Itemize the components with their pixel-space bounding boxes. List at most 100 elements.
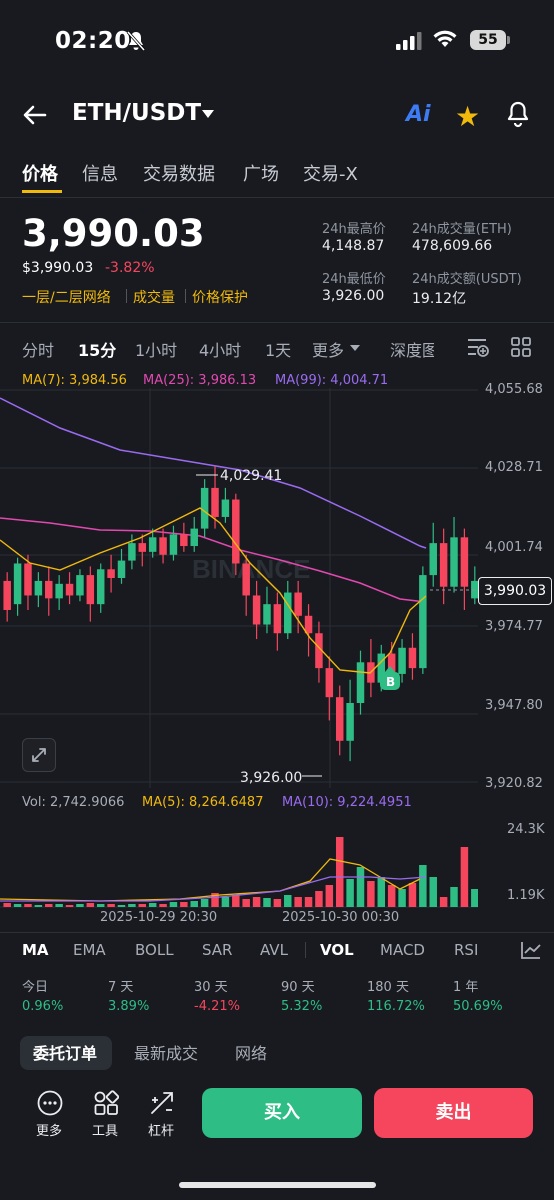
candle-body <box>180 534 188 547</box>
sell-button[interactable]: 卖出 <box>374 1088 533 1138</box>
ind-ma[interactable]: MA <box>22 941 49 959</box>
ma10-volume: MA(10): 9,224.4951 <box>282 795 412 810</box>
price-change: -3.82% <box>105 260 155 276</box>
home-indicator <box>179 1182 376 1188</box>
active-order-tab-bg <box>20 1036 112 1070</box>
tab-square[interactable]: 广场 <box>243 164 279 185</box>
ma7-value: MA(7): 3,984.56 <box>22 373 127 388</box>
x-tick: 2025-10-29 20:30 <box>100 910 218 925</box>
volume-chart <box>0 837 478 908</box>
divider <box>0 932 554 933</box>
ai-icon[interactable]: Ai <box>406 102 431 127</box>
expand-icon <box>32 748 46 762</box>
candle-body <box>387 653 396 674</box>
back-arrow-icon[interactable] <box>20 100 50 130</box>
volume-bar <box>107 904 115 907</box>
ind-vol[interactable]: VOL <box>320 941 354 959</box>
tf-15m[interactable]: 15分 <box>78 341 117 360</box>
tag-price-protect[interactable]: 价格保护 <box>192 290 248 306</box>
candlestick-chart[interactable]: BINANCE 4,029.41 3,926.00 B <box>0 388 554 798</box>
tab-trade-data[interactable]: 交易数据 <box>143 164 215 185</box>
candle-body <box>86 575 95 605</box>
vol-tick: 1.19K <box>507 888 545 903</box>
tab-open-orders[interactable]: 委托订单 <box>33 1044 98 1063</box>
ind-ema[interactable]: EMA <box>73 941 106 959</box>
tf-4h[interactable]: 4小时 <box>199 341 242 360</box>
chart-settings-icon[interactable] <box>520 940 542 960</box>
ind-macd[interactable]: MACD <box>380 941 425 959</box>
star-favorite-icon[interactable]: ★ <box>455 100 481 133</box>
ind-sar[interactable]: SAR <box>202 941 233 959</box>
ind-avl[interactable]: AVL <box>260 941 288 959</box>
last-price: 3,990.03 <box>22 212 205 255</box>
divider <box>0 322 554 323</box>
candle-body <box>263 604 271 625</box>
volume-bar <box>450 887 458 907</box>
ind-rsi[interactable]: RSI <box>454 941 479 959</box>
volume-bar <box>148 903 157 907</box>
current-price-tag: 3,990.03 <box>478 577 552 605</box>
volume-bar <box>335 837 344 907</box>
fullscreen-button[interactable] <box>22 738 56 772</box>
vol-tick: 24.3K <box>507 822 545 837</box>
divider <box>0 197 554 198</box>
candle-body <box>273 604 282 634</box>
candle-body <box>439 543 448 587</box>
stat-vol-usdt-label: 24h成交额(USDT) <box>412 272 522 287</box>
tab-trade-x[interactable]: 交易-X <box>303 164 358 185</box>
leverage-label[interactable]: 杠杆 <box>148 1124 175 1139</box>
ind-boll[interactable]: BOLL <box>135 941 174 959</box>
more-label[interactable]: 更多 <box>36 1124 63 1139</box>
ma99-series <box>0 397 427 549</box>
tf-1d[interactable]: 1天 <box>265 341 292 360</box>
pair-selector[interactable]: ETH/USDT <box>72 100 202 126</box>
leverage-icon[interactable] <box>149 1090 175 1116</box>
grid-layout-icon[interactable] <box>510 336 532 358</box>
tag-layer-network[interactable]: 一层/二层网络 <box>22 290 111 306</box>
bell-icon[interactable] <box>505 100 531 128</box>
volume-bar <box>252 897 261 907</box>
volume-bar <box>284 895 292 907</box>
tools-icon[interactable] <box>93 1090 119 1116</box>
perf-label: 7 天 <box>108 980 134 995</box>
ma25-value: MA(25): 3,986.13 <box>143 373 257 388</box>
candle-body <box>96 569 105 605</box>
tf-1h[interactable]: 1小时 <box>135 341 178 360</box>
perf-value: 50.69% <box>453 999 503 1014</box>
candle-body <box>159 537 167 555</box>
volume-bar <box>263 898 271 907</box>
tools-label[interactable]: 工具 <box>92 1124 119 1139</box>
battery-tip <box>507 36 510 44</box>
chevron-down-icon[interactable] <box>202 110 214 118</box>
candles-group <box>3 466 479 762</box>
volume-bar <box>273 899 282 907</box>
ma7-series <box>0 507 427 674</box>
tf-line[interactable]: 分时 <box>22 341 55 360</box>
tab-network[interactable]: 网络 <box>235 1044 268 1063</box>
volume-bar <box>346 879 354 907</box>
stat-low-label: 24h最低价 <box>322 272 386 287</box>
volume-bar <box>471 889 478 907</box>
tf-depth[interactable]: 深度图 <box>390 341 434 360</box>
indicator-settings-icon[interactable] <box>466 336 490 358</box>
volume-bar <box>367 881 375 907</box>
tag-volume[interactable]: 成交量 <box>133 290 175 306</box>
tab-info[interactable]: 信息 <box>82 164 118 185</box>
cellular-signal-icon <box>396 32 422 50</box>
candle-body <box>325 668 334 698</box>
tf-more[interactable]: 更多 <box>312 341 345 360</box>
candle-body <box>408 647 417 669</box>
candle-body <box>200 487 209 529</box>
tab-price[interactable]: 价格 <box>22 164 58 185</box>
high-label: 4,029.41 <box>220 468 282 484</box>
volume-value: Vol: 2,742.9066 <box>22 795 125 810</box>
perf-value: 5.32% <box>281 999 323 1014</box>
more-icon[interactable] <box>37 1090 63 1116</box>
buy-button[interactable]: 买入 <box>202 1088 362 1138</box>
candle-body <box>252 595 261 625</box>
battery-icon: 55 <box>470 30 506 50</box>
buy-marker[interactable]: B <box>380 666 400 690</box>
tab-recent-trades[interactable]: 最新成交 <box>134 1044 199 1063</box>
volume-bar <box>242 899 250 907</box>
candle-body <box>55 583 63 599</box>
